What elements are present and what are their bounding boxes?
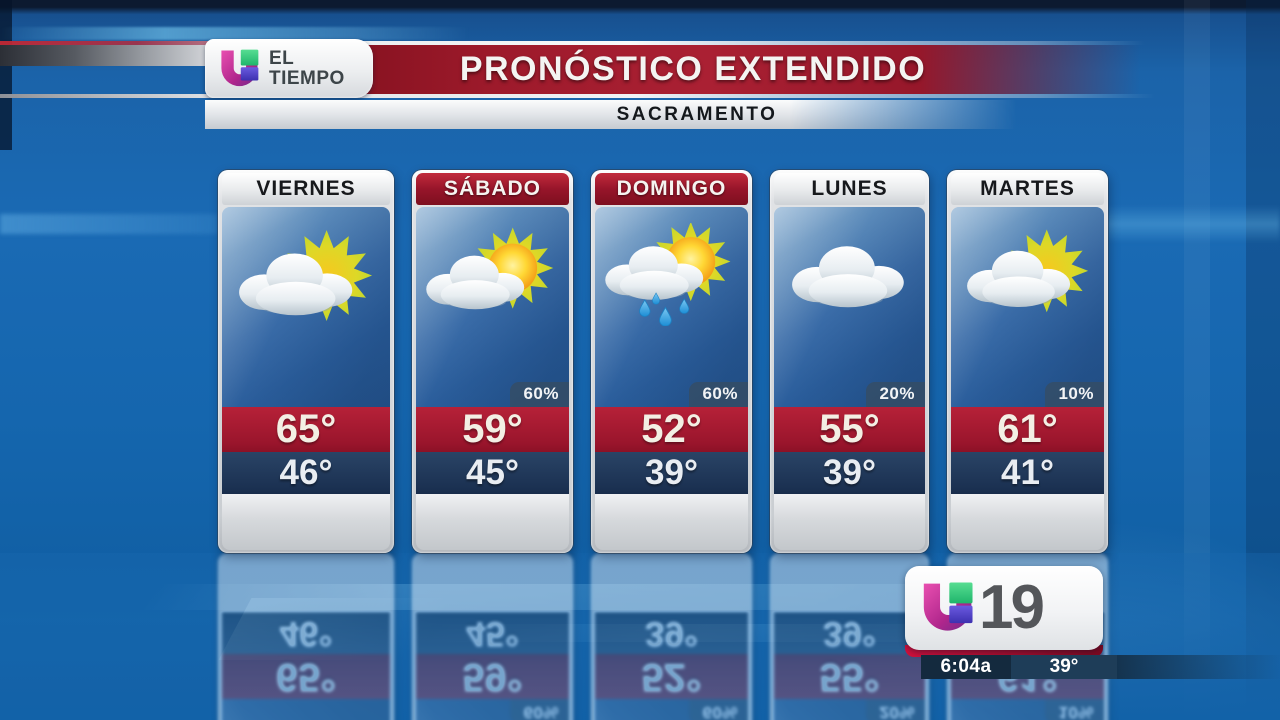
icon-area xyxy=(222,699,390,720)
high-temp: 52° xyxy=(595,654,748,699)
high-temp: 65° xyxy=(222,407,390,452)
icon-area: 10% xyxy=(951,207,1104,407)
forecast-card-domingo: DOMINGO 60% 52° 39° xyxy=(591,170,752,553)
station-bug: 19 6:04a 39° xyxy=(905,566,1280,686)
high-temp: 65° xyxy=(222,654,390,699)
card-footer xyxy=(595,494,748,550)
brand-line2: TIEMPO xyxy=(269,67,345,89)
high-temp: 52° xyxy=(595,407,748,452)
page-title: PRONÓSTICO EXTENDIDO xyxy=(459,50,927,88)
card-footer xyxy=(416,494,569,550)
forecast-card-viernes: VIERNES 65° 46° xyxy=(218,170,394,553)
precip-badge: 60% xyxy=(510,382,569,407)
brand-text: EL TIEMPO xyxy=(269,47,345,89)
day-label: MARTES xyxy=(951,173,1104,205)
precip-badge: 60% xyxy=(689,699,748,720)
title-banner: PRONÓSTICO EXTENDIDO xyxy=(352,45,1140,94)
low-temp: 39° xyxy=(774,452,925,494)
brand-line1: EL xyxy=(269,47,295,69)
icon-area: 60% xyxy=(416,207,569,407)
el-tiempo-badge: EL TIEMPO xyxy=(205,39,373,98)
high-temp: 55° xyxy=(774,407,925,452)
banner-edge xyxy=(0,41,1145,45)
card-footer xyxy=(222,494,390,550)
precip-badge: 20% xyxy=(866,382,925,407)
station-logo-card: 19 xyxy=(905,566,1103,650)
forecast-card-sabado: SÁBADO 60% 59° 45° xyxy=(412,170,573,553)
cloud-sun-icon xyxy=(966,229,1088,313)
precip-badge: 60% xyxy=(689,382,748,407)
status-bar-tail xyxy=(1117,655,1280,679)
day-label: VIERNES xyxy=(222,173,390,205)
univision-logo-icon xyxy=(918,579,976,637)
background-streak xyxy=(218,598,452,660)
univision-logo-icon xyxy=(217,47,261,91)
cloud-icon xyxy=(791,246,904,308)
background-streak xyxy=(0,214,218,234)
banner-tail xyxy=(0,45,212,66)
icon-area xyxy=(222,207,390,407)
cloud-sun-icon xyxy=(239,230,373,321)
clock: 6:04a xyxy=(921,655,1011,679)
day-label: SÁBADO xyxy=(416,173,569,205)
sun-cloud-rain-icon xyxy=(604,223,730,327)
status-bar: 6:04a 39° xyxy=(921,655,1117,679)
forecast-card-martes: MARTES 10% 61° 41° xyxy=(947,170,1108,553)
banner-edge xyxy=(0,94,1155,98)
low-temp: 46° xyxy=(222,452,390,494)
low-temp: 45° xyxy=(416,452,569,494)
sun-cloud-icon xyxy=(425,227,553,310)
icon-area: 20% xyxy=(774,207,925,407)
icon-area: 60% xyxy=(595,207,748,407)
high-temp: 59° xyxy=(416,654,569,699)
current-temp: 39° xyxy=(1011,655,1117,679)
icon-area: 60% xyxy=(416,699,569,720)
high-temp: 59° xyxy=(416,407,569,452)
forecast-card-lunes: LUNES 20% 55° 39° xyxy=(770,170,929,553)
location-bar: SACRAMENTO xyxy=(205,94,1017,129)
day-label: DOMINGO xyxy=(595,173,748,205)
location-label: SACRAMENTO xyxy=(616,104,778,125)
icon-area: 60% xyxy=(595,699,748,720)
header: PRONÓSTICO EXTENDIDO EL TIEMPO SACRAMENT… xyxy=(0,0,1280,140)
low-temp: 39° xyxy=(595,452,748,494)
background-streak xyxy=(0,27,470,40)
low-temp: 41° xyxy=(951,452,1104,494)
channel-number: 19 xyxy=(979,573,1045,642)
precip-badge: 10% xyxy=(1045,382,1104,407)
day-label: LUNES xyxy=(774,173,925,205)
precip-badge: 60% xyxy=(510,699,569,720)
background-streak xyxy=(1100,205,1280,243)
high-temp: 61° xyxy=(951,407,1104,452)
